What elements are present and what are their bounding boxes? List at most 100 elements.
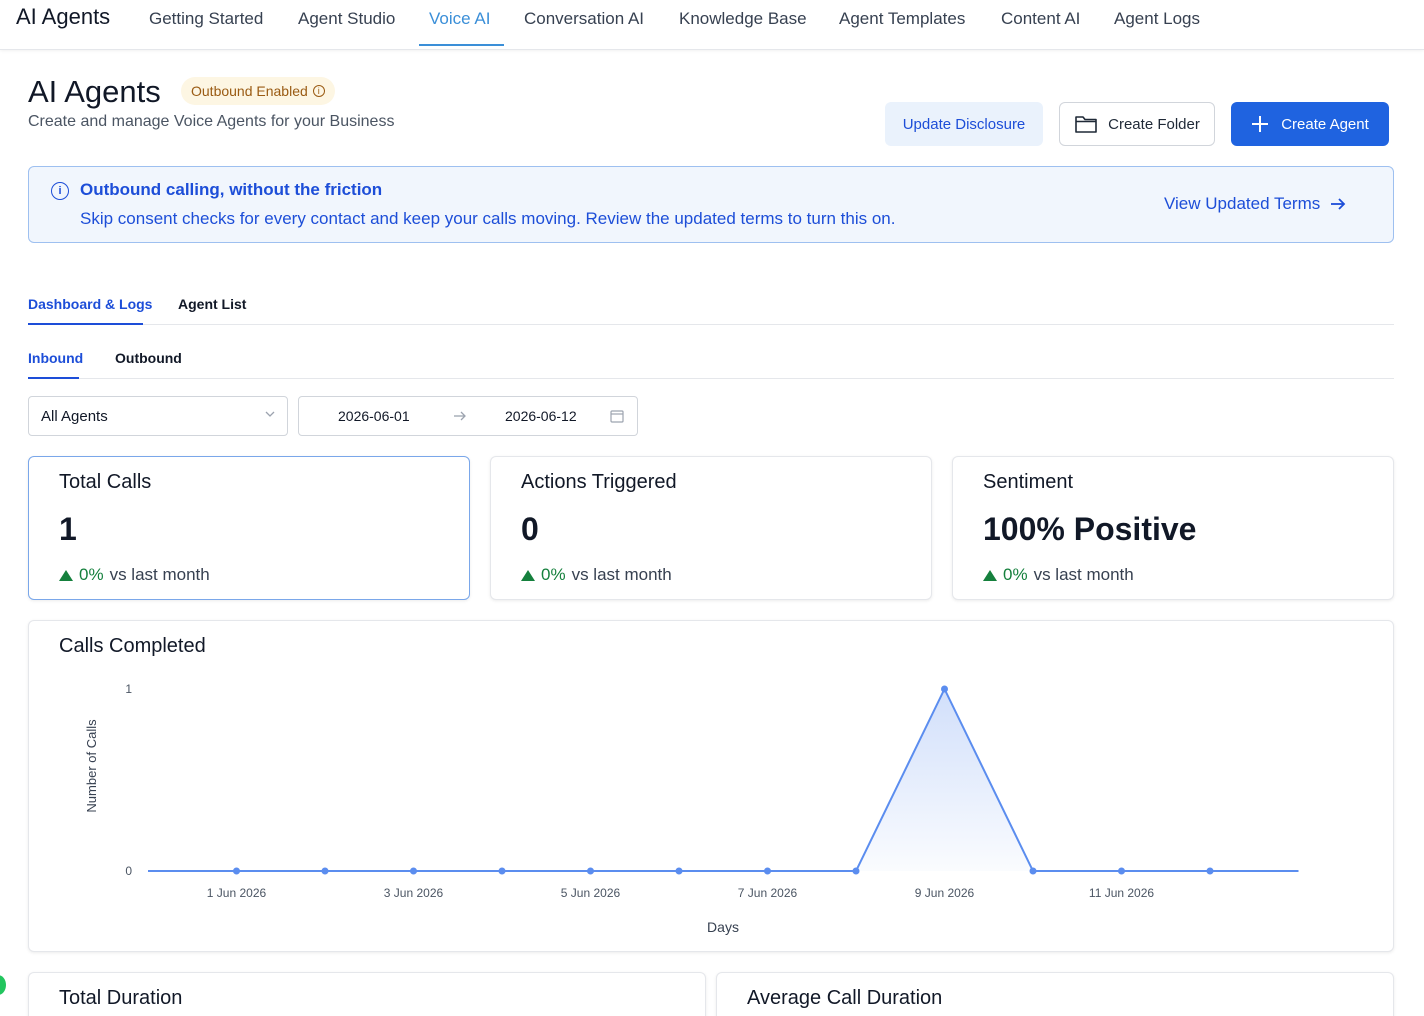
trend-up-icon <box>983 569 997 581</box>
stat-trend: 0% vs last month <box>983 565 1134 585</box>
x-tick-label: 1 Jun 2026 <box>207 886 267 900</box>
tab-inbound[interactable]: Inbound <box>28 350 84 366</box>
tab-agent-list[interactable]: Agent List <box>178 296 247 312</box>
calendar-icon[interactable] <box>610 409 624 423</box>
trend-up-icon <box>521 569 535 581</box>
calls-completed-chart-card: Calls Completed 1 Jun 2026 3 Jun 2026 5 Ju… <box>28 620 1394 952</box>
sub-tab-bar-divider <box>28 378 1394 379</box>
x-tick-label: 9 Jun 2026 <box>915 886 975 900</box>
page-title: AI Agents <box>28 74 161 109</box>
total-duration-card: Total Duration <box>28 972 706 1016</box>
trend-suffix: vs last month <box>571 565 672 584</box>
outbound-info-banner: i Outbound calling, without the friction… <box>28 166 1394 243</box>
data-point[interactable] <box>1118 867 1125 875</box>
stat-title: Sentiment <box>983 471 1074 493</box>
data-point[interactable] <box>1206 867 1214 875</box>
folder-icon <box>1075 116 1097 133</box>
x-tick-label: 11 Jun 2026 <box>1089 886 1154 900</box>
trend-percent: 0% <box>541 565 566 584</box>
y-tick-label: 1 <box>125 682 132 696</box>
active-nav-indicator <box>419 44 504 46</box>
tab-outbound[interactable]: Outbound <box>115 350 182 366</box>
data-point[interactable] <box>233 867 240 875</box>
agent-select-value: All Agents <box>41 407 108 425</box>
trend-suffix: vs last month <box>109 565 210 584</box>
chart-title: Calls Completed <box>59 635 206 657</box>
create-agent-button[interactable]: Create Agent <box>1231 102 1389 146</box>
stat-card-total-calls[interactable]: Total Calls 1 0% vs last month <box>28 456 470 600</box>
trend-suffix: vs last month <box>1033 565 1134 584</box>
data-point[interactable] <box>941 685 948 693</box>
date-end-input[interactable]: 2026-06-12 <box>505 408 577 424</box>
tab-dashboard-logs[interactable]: Dashboard & Logs <box>28 296 153 312</box>
view-updated-terms-label: View Updated Terms <box>1164 194 1321 213</box>
badge-label: Outbound Enabled <box>191 83 308 99</box>
date-start-input[interactable]: 2026-06-01 <box>338 408 410 424</box>
nav-tab-content-ai[interactable]: Content AI <box>1001 9 1081 28</box>
data-point[interactable] <box>852 867 860 875</box>
stat-value: 100% Positive <box>983 511 1197 547</box>
data-point[interactable] <box>587 867 594 875</box>
outbound-enabled-badge[interactable]: Outbound Enabled i <box>181 77 335 105</box>
x-axis-label: Days <box>707 919 739 935</box>
trend-percent: 0% <box>79 565 104 584</box>
series-line <box>148 686 1299 872</box>
nav-tab-agent-studio[interactable]: Agent Studio <box>298 9 396 28</box>
data-point[interactable] <box>675 867 683 875</box>
banner-text: Skip consent checks for every contact an… <box>80 209 896 228</box>
nav-tab-agent-logs[interactable]: Agent Logs <box>1114 9 1201 28</box>
stat-value: 0 <box>521 511 539 547</box>
active-subtab-indicator <box>28 377 79 379</box>
series-area <box>148 689 1299 871</box>
y-tick-label: 0 <box>125 864 132 878</box>
top-nav: AI Agents Getting Started Agent Studio V… <box>0 0 1424 50</box>
nav-tab-agent-templates[interactable]: Agent Templates <box>839 9 966 28</box>
create-folder-button[interactable]: Create Folder <box>1059 102 1215 146</box>
calls-completed-chart: 1 Jun 2026 3 Jun 2026 5 Jun 2026 7 Jun 2026… <box>84 682 1299 935</box>
chevron-down-icon <box>265 411 275 417</box>
nav-tab-knowledge-base[interactable]: Knowledge Base <box>679 9 807 28</box>
stat-title: Actions Triggered <box>521 471 677 493</box>
create-agent-label: Create Agent <box>1281 115 1369 133</box>
stat-value: 1 <box>59 511 77 547</box>
x-tick-label: 7 Jun 2026 <box>738 886 798 900</box>
trend-up-icon <box>59 569 73 581</box>
arrow-right-icon <box>454 411 466 421</box>
nav-tab-voice-ai[interactable]: Voice AI <box>429 9 491 28</box>
active-tab-indicator <box>28 323 143 325</box>
stat-card-actions-triggered[interactable]: Actions Triggered 0 0% vs last month <box>490 456 932 600</box>
data-point[interactable] <box>1029 867 1037 875</box>
stat-trend: 0% vs last month <box>59 565 210 585</box>
average-call-duration-card: Average Call Duration <box>716 972 1394 1016</box>
x-tick-label: 5 Jun 2026 <box>561 886 621 900</box>
date-range-picker[interactable]: 2026-06-01 2026-06-12 <box>298 396 638 436</box>
arrow-right-icon <box>1331 198 1346 210</box>
card-title: Average Call Duration <box>747 987 943 1009</box>
info-icon: i <box>51 182 69 200</box>
trend-percent: 0% <box>1003 565 1028 584</box>
data-point[interactable] <box>410 867 417 875</box>
stat-title: Total Calls <box>59 471 152 493</box>
update-disclosure-button[interactable]: Update Disclosure <box>885 102 1043 146</box>
info-icon: i <box>312 85 325 97</box>
page-subtitle: Create and manage Voice Agents for your … <box>28 113 395 130</box>
data-point[interactable] <box>321 867 329 875</box>
banner-title: Outbound calling, without the friction <box>80 180 383 199</box>
tab-bar-divider <box>28 324 1394 325</box>
nav-tab-conversation-ai[interactable]: Conversation AI <box>524 9 645 28</box>
card-title: Total Duration <box>59 987 183 1009</box>
data-point[interactable] <box>764 867 771 875</box>
stat-card-sentiment[interactable]: Sentiment 100% Positive 0% vs last month <box>952 456 1394 600</box>
create-folder-label: Create Folder <box>1108 115 1200 133</box>
nav-tab-getting-started[interactable]: Getting Started <box>149 9 264 28</box>
help-widget-button[interactable] <box>0 975 6 995</box>
y-axis-label: Number of Calls <box>84 719 99 813</box>
stat-trend: 0% vs last month <box>521 565 672 585</box>
brand-title: AI Agents <box>16 4 111 29</box>
x-tick-label: 3 Jun 2026 <box>384 886 444 900</box>
data-point[interactable] <box>498 867 506 875</box>
update-disclosure-label: Update Disclosure <box>902 115 1026 133</box>
view-updated-terms-link[interactable]: View Updated Terms <box>1164 194 1346 214</box>
plus-icon <box>1252 116 1269 132</box>
agent-select[interactable]: All Agents <box>28 396 288 436</box>
